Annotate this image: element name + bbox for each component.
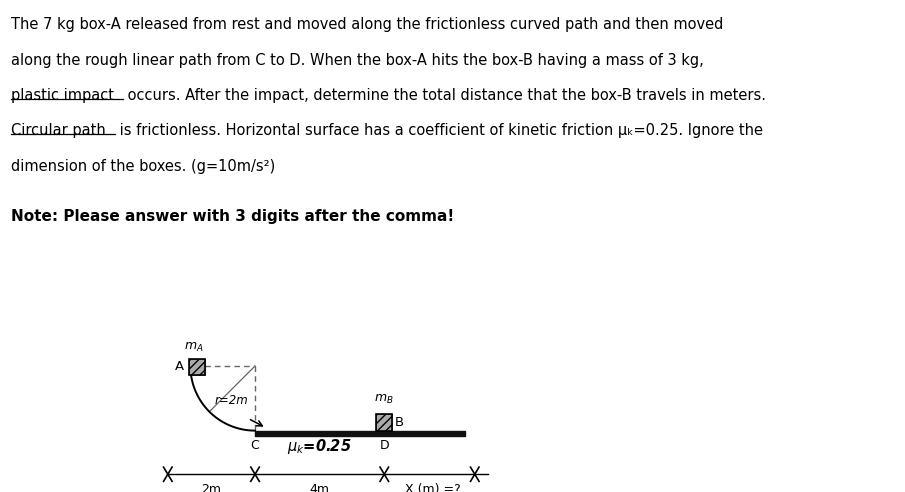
Text: Note: Please answer with 3 digits after the comma!: Note: Please answer with 3 digits after …: [11, 209, 454, 223]
Text: $\mu_k$=0.25: $\mu_k$=0.25: [288, 437, 352, 456]
Text: D: D: [379, 439, 389, 452]
Text: C: C: [251, 439, 260, 452]
Text: 2m: 2m: [202, 483, 222, 492]
Text: dimension of the boxes. (g=10m/s²): dimension of the boxes. (g=10m/s²): [11, 159, 275, 174]
FancyBboxPatch shape: [189, 359, 205, 375]
Text: $m_A$: $m_A$: [184, 341, 204, 354]
Text: r=2m: r=2m: [214, 394, 248, 407]
Text: occurs. After the impact, determine the total distance that the box-B travels in: occurs. After the impact, determine the …: [122, 88, 766, 103]
FancyBboxPatch shape: [376, 414, 393, 430]
Text: $m_B$: $m_B$: [375, 393, 394, 406]
Text: Circular path: Circular path: [11, 123, 106, 138]
Text: X (m) =?: X (m) =?: [405, 483, 461, 492]
Text: The 7 kg box-A released from rest and moved along the frictionless curved path a: The 7 kg box-A released from rest and mo…: [11, 17, 723, 32]
Text: along the rough linear path from C to D. When the box-A hits the box-B having a : along the rough linear path from C to D.…: [11, 53, 703, 67]
Text: B: B: [395, 416, 404, 429]
Text: A: A: [175, 361, 184, 373]
Text: is frictionless. Horizontal surface has a coefficient of kinetic friction μₖ=0.2: is frictionless. Horizontal surface has …: [115, 123, 763, 138]
Text: 4m: 4m: [310, 483, 329, 492]
Text: plastic impact: plastic impact: [11, 88, 114, 103]
